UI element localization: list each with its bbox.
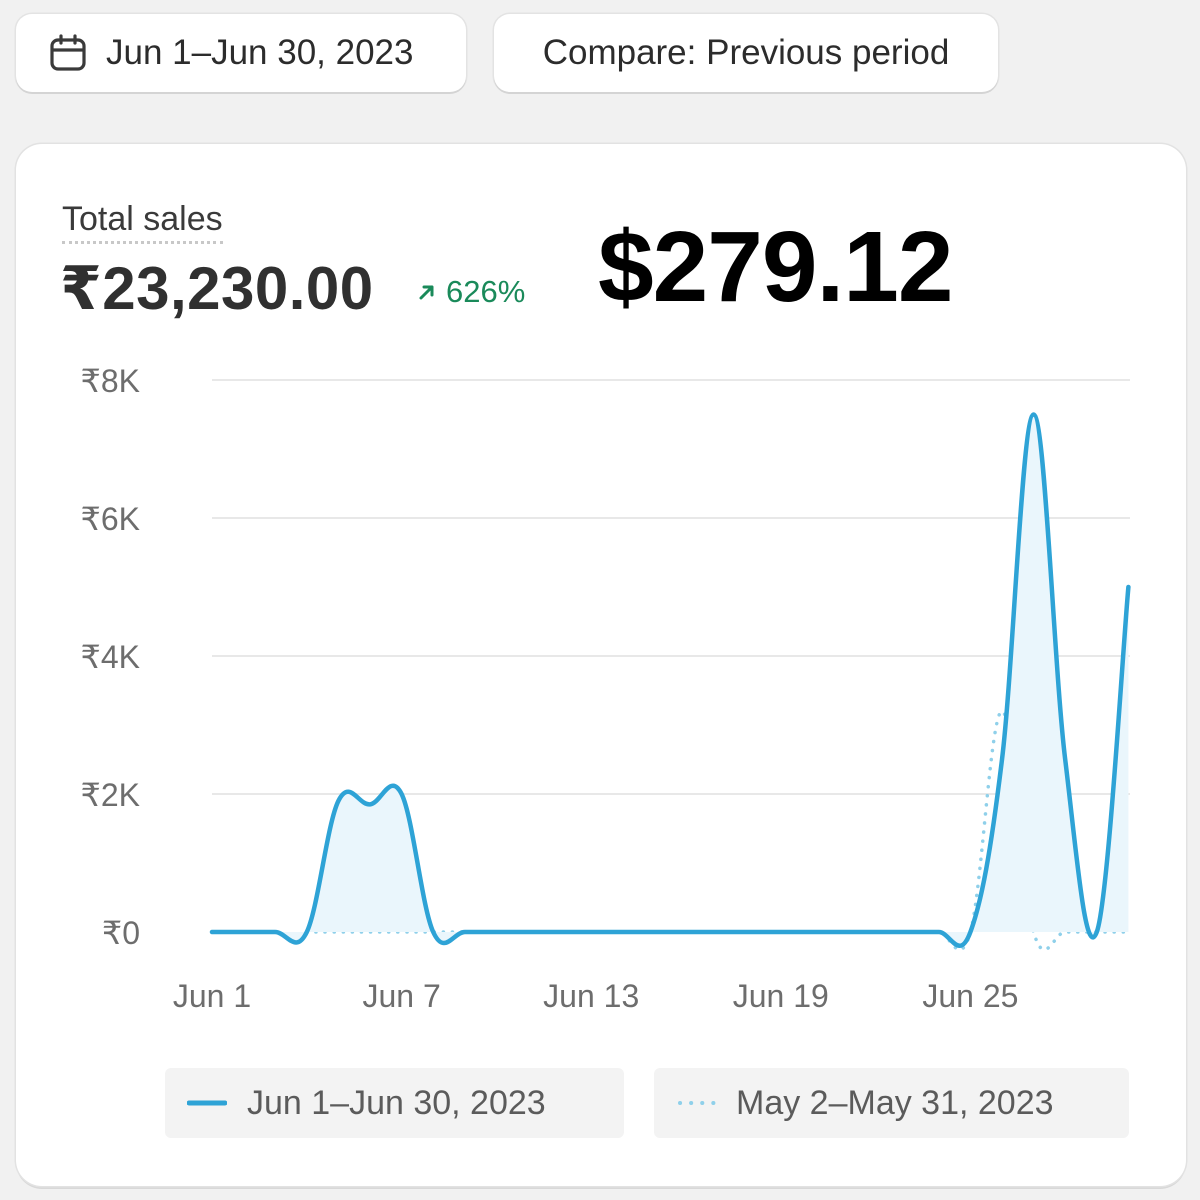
legend-label-current: Jun 1–Jun 30, 2023 <box>247 1083 546 1122</box>
legend-item-current-period[interactable]: Jun 1–Jun 30, 2023 <box>165 1068 624 1138</box>
total-sales-label[interactable]: Total sales <box>62 200 223 244</box>
arrow-up-right-icon <box>419 285 434 300</box>
total-sales-value: ₹23,230.00 <box>60 255 374 322</box>
x-tick-label: Jun 19 <box>733 978 829 1014</box>
x-tick-label: Jun 7 <box>362 978 440 1014</box>
sales-change-badge: 626% <box>416 274 525 310</box>
calendar-icon <box>50 34 86 71</box>
dotted-line-swatch-icon <box>678 1101 716 1105</box>
series-line-current <box>209 412 1131 949</box>
legend-item-previous-period[interactable]: May 2–May 31, 2023 <box>654 1068 1129 1138</box>
x-tick-label: Jun 25 <box>922 978 1018 1014</box>
compare-period-label: Compare: Previous period <box>542 33 950 72</box>
solid-line-swatch-icon <box>187 1100 227 1106</box>
sales-card <box>16 144 1186 1186</box>
date-range-button[interactable]: Jun 1–Jun 30, 2023 <box>16 14 466 92</box>
y-tick-label: ₹2K <box>81 777 141 813</box>
legend-label-previous: May 2–May 31, 2023 <box>736 1083 1054 1122</box>
x-tick-label: Jun 13 <box>543 978 639 1014</box>
compare-period-button[interactable]: Compare: Previous period <box>494 14 998 92</box>
date-range-label: Jun 1–Jun 30, 2023 <box>106 33 414 72</box>
y-tick-label: ₹0 <box>102 915 140 951</box>
sales-line-chart: ₹0 ₹2K ₹4K ₹6K ₹8K Jun 1 Jun 7 Jun 13 Jun 19 Jun … <box>81 363 1131 1014</box>
sales-change-percent: 626% <box>446 274 526 309</box>
y-tick-label: ₹8K <box>81 363 141 399</box>
series-area-current <box>212 414 1129 946</box>
x-tick-label: Jun 1 <box>173 978 251 1014</box>
y-tick-label: ₹6K <box>81 501 141 537</box>
y-tick-label: ₹4K <box>81 639 141 675</box>
overlay-price: $279.12 <box>598 211 953 323</box>
